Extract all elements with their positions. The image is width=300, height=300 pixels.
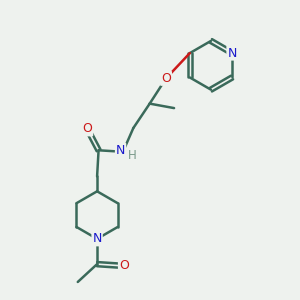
Text: N: N — [227, 46, 237, 60]
Text: H: H — [128, 149, 137, 162]
Text: N: N — [116, 144, 125, 157]
Text: O: O — [119, 259, 129, 272]
Text: N: N — [92, 232, 102, 245]
Text: O: O — [82, 122, 92, 135]
Text: O: O — [161, 72, 171, 85]
